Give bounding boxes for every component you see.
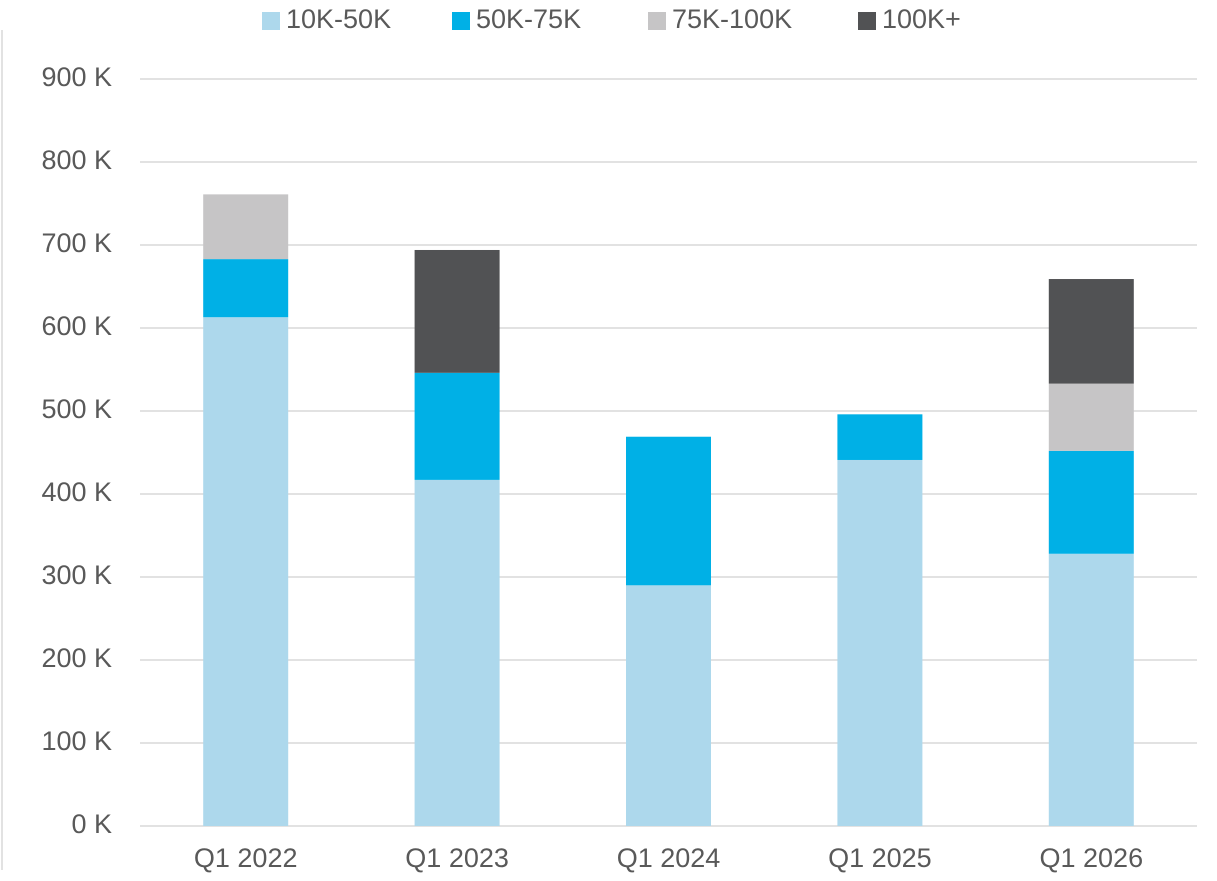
x-tick-label: Q1 2025 bbox=[828, 843, 932, 873]
legend-swatch bbox=[262, 12, 280, 30]
legend-label: 100K+ bbox=[882, 4, 961, 34]
bar-segment bbox=[414, 372, 500, 480]
bar-segment bbox=[626, 436, 711, 586]
bar-segment bbox=[203, 317, 289, 826]
x-tick-label: Q1 2022 bbox=[194, 843, 298, 873]
y-tick-label: 300 K bbox=[41, 560, 112, 590]
y-tick-label: 200 K bbox=[41, 643, 112, 673]
bar-segment bbox=[414, 479, 500, 826]
y-tick-label: 700 K bbox=[41, 228, 112, 258]
x-tick-label: Q1 2024 bbox=[617, 843, 721, 873]
legend-swatch bbox=[648, 12, 666, 30]
bar-segment bbox=[1048, 553, 1134, 826]
x-tick-label: Q1 2026 bbox=[1040, 843, 1144, 873]
bar-segment bbox=[203, 259, 289, 318]
y-tick-label: 400 K bbox=[41, 477, 112, 507]
y-tick-label: 100 K bbox=[41, 726, 112, 756]
y-tick-label: 0 K bbox=[71, 809, 112, 839]
legend-label: 75K-100K bbox=[672, 4, 792, 34]
legend-label: 10K-50K bbox=[286, 4, 391, 34]
bar-segment bbox=[1048, 450, 1134, 554]
legend-label: 50K-75K bbox=[476, 4, 581, 34]
bar-segment bbox=[414, 249, 500, 373]
bar-segment bbox=[837, 459, 923, 826]
legend-swatch bbox=[452, 12, 470, 30]
x-tick-label: Q1 2023 bbox=[405, 843, 509, 873]
bar-segment bbox=[1048, 279, 1134, 384]
y-tick-label: 800 K bbox=[41, 145, 112, 175]
y-tick-label: 900 K bbox=[41, 62, 112, 92]
bar-segment bbox=[203, 194, 289, 260]
y-tick-label: 500 K bbox=[41, 394, 112, 424]
bar-segment bbox=[626, 585, 711, 826]
legend-swatch bbox=[858, 12, 876, 30]
bar-segment bbox=[1048, 383, 1134, 451]
bar-segment bbox=[837, 414, 923, 460]
y-tick-label: 600 K bbox=[41, 311, 112, 341]
